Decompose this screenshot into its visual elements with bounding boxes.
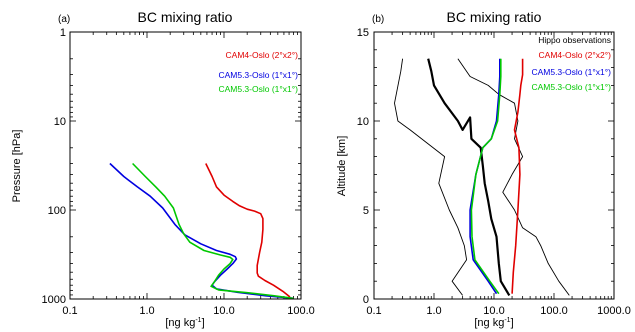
- panel-b-x-axis-label: [ng kg-1]: [474, 317, 513, 329]
- panel-b-series-line-2: [394, 58, 468, 296]
- panel-b-legend-entry-1: CAM4-Oslo (2°x2°): [539, 50, 612, 60]
- panel-b-y-tick-label: 5: [363, 205, 369, 217]
- panel-a-y-tick-label: 1: [60, 27, 66, 39]
- panel-a-legend-entry-1: CAM4-Oslo (2°x2°): [226, 50, 299, 60]
- panel-b-legend: Hippo observations CAM4-Oslo (2°x2°) CAM…: [531, 35, 611, 92]
- panel-b: (b) BC mixing ratio Altitude [km] [ng kg…: [336, 9, 631, 329]
- panel-b-x-tick-label: 10.0: [483, 305, 504, 317]
- panel-a-x-tick-label: 100.0: [287, 305, 315, 317]
- panel-a-tick-labels: 0.1 1.0 10.0 100.0 1 10 100 1000: [42, 27, 315, 317]
- panel-b-legend-title: Hippo observations: [538, 35, 611, 45]
- panel-b-tick-labels: 0.1 1.0 10.0 100.0 1000.0 0 5 10 15: [357, 27, 631, 317]
- panel-b-x-tick-label: 0.1: [366, 305, 381, 317]
- panel-a-frame: [69, 31, 302, 300]
- panel-a-series-line-2: [109, 162, 293, 299]
- panel-b-series: [394, 58, 570, 296]
- panel-b-x-tick-label: 1.0: [426, 305, 441, 317]
- panel-a-x-tick-label: 10.0: [213, 305, 234, 317]
- panel-a-series: [109, 162, 294, 300]
- panel-a-y-tick-label: 1000: [42, 294, 66, 306]
- panel-b-title: BC mixing ratio: [447, 9, 542, 25]
- panel-a-y-tick-label: 10: [54, 116, 66, 128]
- panel-a-y-axis-label: Pressure [hPa]: [11, 130, 23, 203]
- panel-b-y-tick-label: 10: [357, 116, 369, 128]
- panel-b-series-line-4: [511, 58, 524, 294]
- panel-b-x-tick-label: 100.0: [540, 305, 568, 317]
- panel-b-series-line-3: [457, 58, 570, 296]
- panel-b-legend-entry-3: CAM5.3-Oslo (1°x1°): [531, 82, 611, 92]
- panel-a: (a) BC mixing ratio Pressure [hPa] [ng k…: [11, 9, 315, 329]
- panel-b-legend-entry-2: CAM5.3-Oslo (1°x1°): [531, 67, 611, 77]
- panel-a-x-tick-label: 1.0: [139, 305, 154, 317]
- panel-a-title: BC mixing ratio: [138, 9, 233, 25]
- panel-a-legend-entry-2: CAM5.3-Oslo (1°x1°): [218, 70, 298, 80]
- panel-b-series-line-1: [427, 58, 511, 296]
- panel-b-y-tick-label: 0: [363, 294, 369, 306]
- panel-b-series-line-6: [470, 58, 502, 295]
- panel-b-y-tick-label: 15: [357, 27, 369, 39]
- panel-a-legend-entry-3: CAM5.3-Oslo (1°x1°): [218, 84, 298, 94]
- panel-a-legend: CAM4-Oslo (2°x2°) CAM5.3-Oslo (1°x1°) CA…: [218, 50, 298, 94]
- panel-b-x-tick-label: 1000.0: [597, 305, 631, 317]
- panel-b-label: (b): [372, 14, 384, 25]
- panel-a-series-line-1: [205, 163, 291, 298]
- panel-a-series-line-3: [132, 162, 294, 300]
- panel-a-x-tick-label: 0.1: [62, 305, 77, 317]
- panel-b-frame: [373, 31, 615, 300]
- panel-a-y-tick-label: 100: [48, 205, 66, 217]
- panel-a-x-axis-label: [ng kg-1]: [165, 317, 204, 329]
- panel-a-label: (a): [58, 14, 70, 25]
- panel-b-y-axis-label: Altitude [km]: [336, 136, 348, 197]
